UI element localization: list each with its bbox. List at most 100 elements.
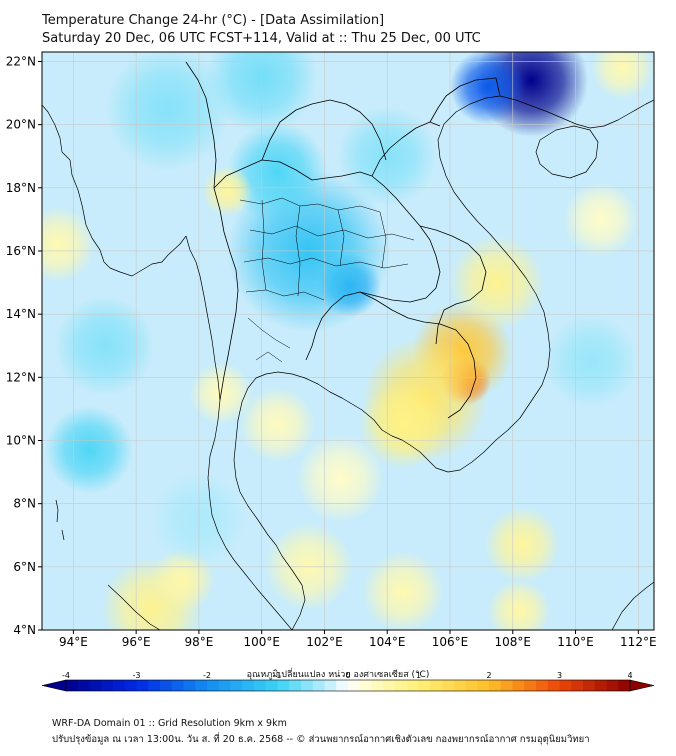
colorbar-tick-label: -2: [203, 671, 211, 680]
field-anomaly-1: [450, 52, 526, 125]
colorbar-segment: [336, 680, 349, 691]
coastlines-and-borders: [42, 61, 654, 630]
colorbar-segment: [207, 680, 220, 691]
colorbar-segment: [348, 680, 361, 691]
colorbar-segment: [124, 680, 137, 691]
colorbar-segment: [477, 680, 490, 691]
colorbar-segment: [218, 680, 231, 691]
lat-label: 10°N: [6, 433, 36, 447]
colorbar-tick-label: 4: [627, 671, 632, 680]
lat-label: 20°N: [6, 118, 36, 132]
colorbar-segment: [571, 680, 584, 691]
coast-myanmar-west: [42, 104, 187, 277]
map-frame: [41, 51, 655, 631]
colorbar-segment: [160, 680, 173, 691]
field-anomaly-23: [484, 507, 560, 583]
field-anomaly-14: [45, 406, 134, 494]
coast-andaman: [185, 235, 293, 630]
colorbar-tick-label: -1: [274, 671, 282, 680]
colorbar-segment: [148, 680, 161, 691]
chart-title: Temperature Change 24-hr (°C) - [Data As…: [42, 13, 385, 28]
lon-label: 102°E: [306, 635, 343, 649]
colorbar-segment: [301, 680, 314, 691]
colorbar-segment: [195, 680, 208, 691]
colorbar-segment: [359, 680, 372, 691]
colorbar-extend-min: [41, 679, 67, 692]
colorbar-segment: [418, 680, 431, 691]
border-china-north: [185, 61, 501, 189]
colorbar-segment: [618, 680, 631, 691]
colorbar-segment: [66, 680, 79, 691]
lon-label: 110°E: [557, 635, 594, 649]
coast-gulf-east: [291, 373, 497, 473]
lon-label: 106°E: [432, 635, 469, 649]
lon-label: 104°E: [369, 635, 406, 649]
field-anomaly-9: [227, 121, 328, 223]
field-anomaly-27: [562, 181, 639, 258]
colorbar-segment: [547, 680, 560, 691]
coast-vietnam: [437, 95, 551, 441]
field-anomaly-11: [42, 207, 96, 283]
field-anomaly-25: [591, 52, 654, 100]
lat-label: 16°N: [6, 244, 36, 258]
colorbar-segment: [324, 680, 337, 691]
colorbar-segment: [559, 680, 572, 691]
field-anomaly-17: [239, 387, 316, 463]
colorbar-tick-label: 2: [486, 671, 491, 680]
colorbar-segment: [383, 680, 396, 691]
lat-label: 4°N: [13, 623, 36, 637]
field-anomaly-10: [202, 165, 253, 217]
colorbar-tick-label: 0: [345, 671, 350, 680]
colorbar-frame: [65, 679, 631, 692]
colorbar-segment: [230, 680, 243, 691]
colorbar-label: อุณหภูมิเปลี่ยนแปลง หน่วย องศาเซลเซียส (…: [246, 670, 430, 680]
colorbar-segment: [489, 680, 502, 691]
temperature-change-map: 22°N 20°N 18°N 16°N 14°N 12°N 10°N 8°N 6°N 4°N 94…: [6, 51, 657, 692]
field-anomaly-22: [362, 551, 444, 630]
colorbar-segment: [512, 680, 525, 691]
lon-label: 98°E: [184, 635, 213, 649]
lat-label: 14°N: [6, 307, 36, 321]
lat-label: 22°N: [6, 54, 36, 68]
coast-south-china: [499, 95, 654, 129]
lon-label: 96°E: [122, 635, 151, 649]
border-myanmar-thailand: [213, 187, 239, 401]
colorbar-segment: [77, 680, 90, 691]
lon-label: 94°E: [59, 635, 88, 649]
coast-andaman-islands: [55, 499, 65, 541]
coast-sumatra: [107, 584, 161, 630]
border-cambodia: [359, 291, 477, 419]
colorbar-segment: [430, 680, 443, 691]
lon-label: 108°E: [495, 635, 532, 649]
longitude-labels: 94°E 96°E 98°E 100°E 102°E 104°E 106°E 108°E 110…: [59, 630, 657, 649]
colorbar-segment: [242, 680, 255, 691]
colorbar-segment: [101, 680, 114, 691]
field-anomaly-24: [487, 579, 551, 630]
lat-label: 12°N: [6, 370, 36, 384]
lon-label: 112°E: [620, 635, 657, 649]
field-anomaly-26: [544, 314, 639, 409]
colorbar-segment: [453, 680, 466, 691]
colorbar-segment: [500, 680, 513, 691]
field-anomaly-18: [296, 434, 385, 523]
colorbar-tick-label: 3: [557, 671, 562, 680]
colorbar: -4 -3 -2 -1 0 1 2 3 4: [41, 671, 655, 692]
field-anomaly-6: [450, 235, 545, 330]
colorbar-segment: [583, 680, 596, 691]
colorbar-segment: [89, 680, 102, 691]
colorbar-segment: [465, 680, 478, 691]
colorbar-segment: [312, 680, 325, 691]
footer-model-info: WRF-DA Domain 01 :: Grid Resolution 9km …: [52, 718, 287, 729]
border-thailand: [213, 159, 441, 361]
provinces-thailand: [239, 197, 415, 363]
colorbar-extend-max: [629, 679, 655, 692]
colorbar-segment: [254, 680, 267, 691]
colorbar-segment: [289, 680, 302, 691]
chart-subtitle: Saturday 20 Dec, 06 UTC FCST+114, Valid …: [42, 31, 481, 46]
colorbar-segment: [406, 680, 419, 691]
colorbar-segment: [536, 680, 549, 691]
colorbar-tick-label: 1: [416, 671, 421, 680]
colorbar-tick-label: -4: [62, 671, 70, 680]
lon-label: 100°E: [243, 635, 280, 649]
colorbar-segment: [277, 680, 290, 691]
